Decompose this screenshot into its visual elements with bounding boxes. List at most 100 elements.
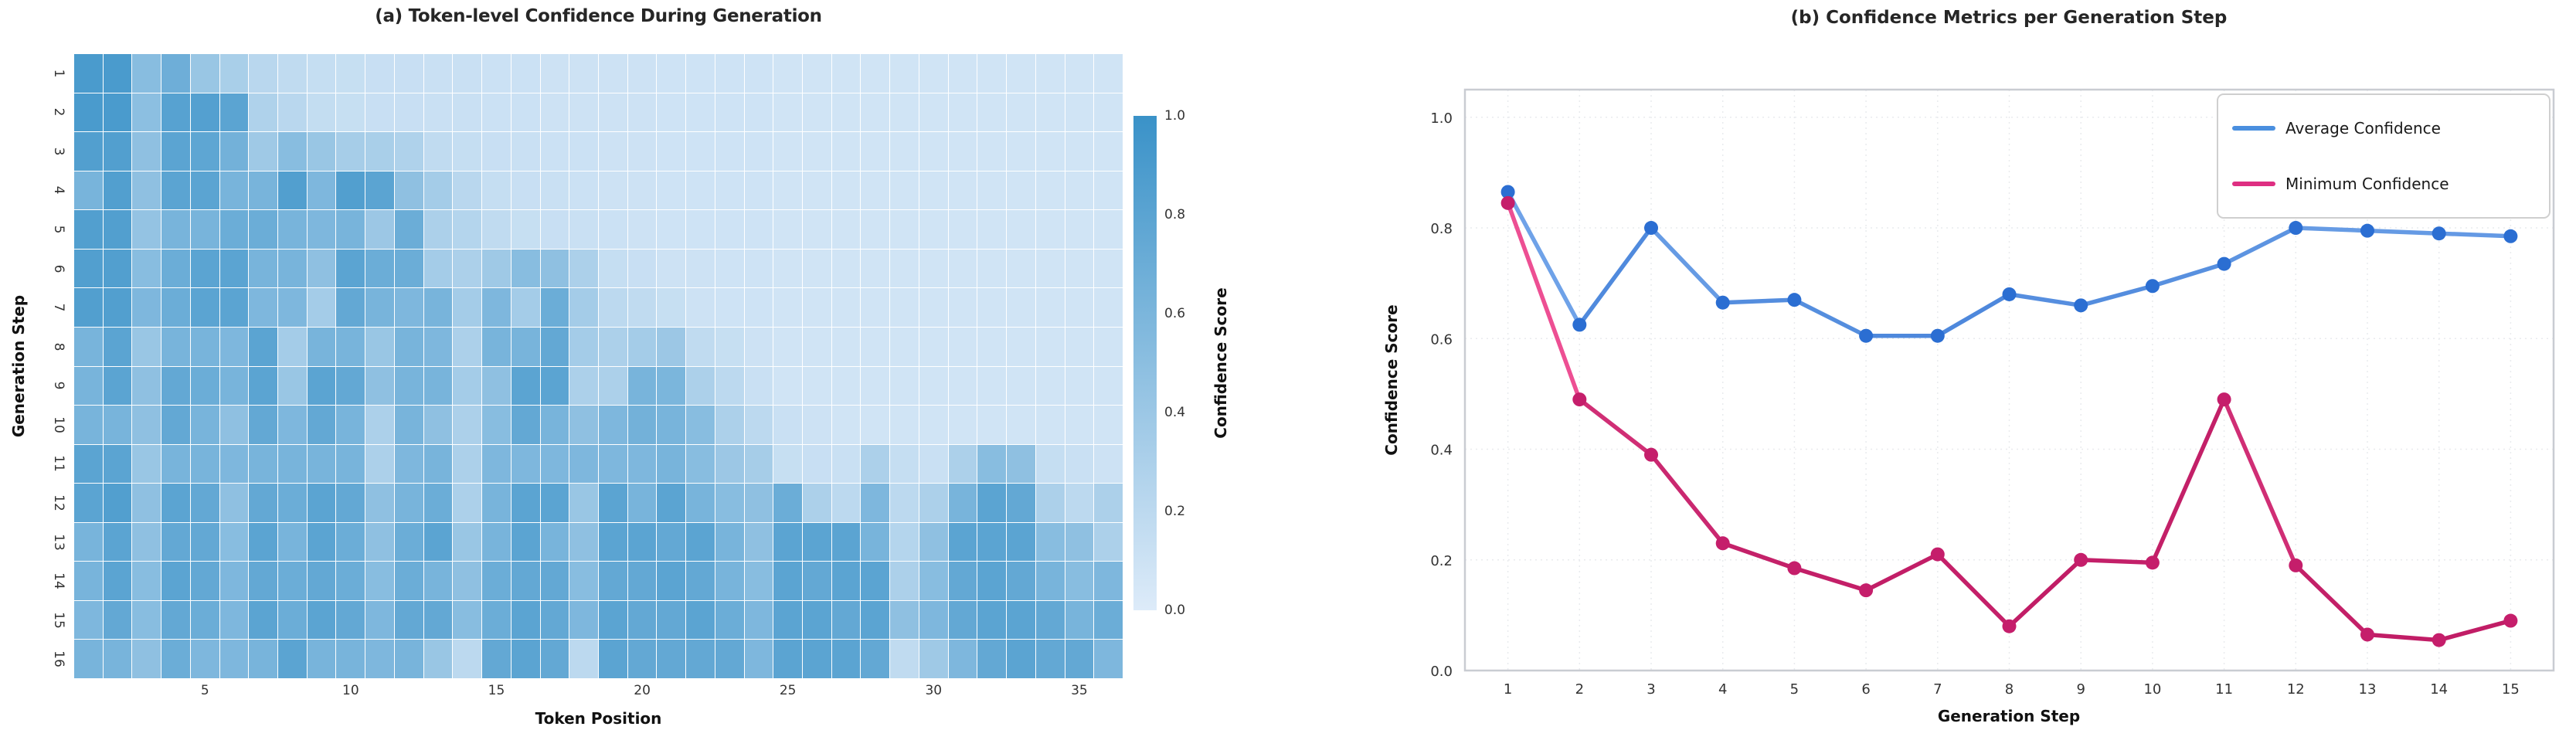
line-segment-average [2365, 228, 2442, 236]
heatmap-cell [919, 366, 948, 406]
heatmap-cell [569, 288, 598, 327]
heatmap-cell [715, 522, 744, 562]
heatmap-cell [803, 249, 831, 288]
heatmap-cell [861, 522, 890, 562]
heatmap-cell [190, 444, 219, 484]
data-point-average [2289, 221, 2303, 236]
heatmap-cell [977, 562, 1007, 600]
linechart-y-tick-label: 0.4 [1430, 443, 1453, 459]
heatmap-cell [1035, 210, 1065, 249]
heatmap-cell [948, 54, 977, 93]
heatmap-cell [1007, 132, 1035, 171]
heatmap-cell [977, 366, 1007, 406]
heatmap-cell [132, 249, 161, 288]
heatmap-cell [132, 54, 161, 93]
heatmap-cell [569, 522, 598, 562]
heatmap-cell [861, 210, 890, 249]
heatmap-cell [190, 406, 219, 444]
heatmap-cell [773, 249, 803, 288]
heatmap-cell [161, 444, 190, 484]
heatmap-cell [686, 406, 715, 444]
linechart-x-tick-label: 5 [1790, 681, 1799, 698]
heatmap-cell [278, 600, 307, 640]
heatmap-cell [773, 522, 803, 562]
heatmap-cell [278, 522, 307, 562]
heatmap-cell [249, 406, 278, 444]
heatmap-cell [365, 522, 394, 562]
heatmap-cell [569, 93, 598, 132]
heatmap-cell [831, 522, 861, 562]
heatmap-cell [249, 249, 278, 288]
heatmap-cell [511, 522, 540, 562]
heatmap-cell [1065, 484, 1094, 522]
heatmap-cell [948, 327, 977, 366]
colorbar-tick-label: 0.6 [1164, 306, 1186, 321]
heatmap-cell [948, 562, 977, 600]
line-segment-minimum [2436, 618, 2513, 643]
linechart-x-tick-label: 3 [1647, 681, 1655, 698]
heatmap-cell [919, 210, 948, 249]
heatmap-cell [511, 210, 540, 249]
heatmap-cell [249, 93, 278, 132]
heatmap-cell [1065, 600, 1094, 640]
heatmap-cell [803, 327, 831, 366]
heatmap-y-tick-label: 14 [51, 572, 66, 589]
heatmap-cell [627, 640, 657, 678]
heatmap-x-tick-label: 30 [925, 683, 943, 698]
heatmap-cell [890, 54, 919, 93]
line-segment-average [2078, 284, 2155, 308]
heatmap-cell [1007, 366, 1035, 406]
legend-label-average: Average Confidence [2285, 119, 2441, 138]
heatmap-cell [219, 288, 249, 327]
heatmap-cell [831, 640, 861, 678]
heatmap-cell [453, 366, 482, 406]
heatmap-cell [627, 522, 657, 562]
line-segment-average [2007, 292, 2083, 308]
heatmap-cell [861, 444, 890, 484]
heatmap-cell [249, 210, 278, 249]
heatmap-cell [278, 327, 307, 366]
heatmap-cell [278, 640, 307, 678]
heatmap-cell [569, 406, 598, 444]
heatmap-cell [1035, 54, 1065, 93]
heatmap-y-tick-label: 5 [51, 225, 66, 234]
heatmap-cell [919, 132, 948, 171]
heatmap-cell [219, 522, 249, 562]
heatmap-cell [511, 406, 540, 444]
linechart-x-tick-label: 9 [2076, 681, 2085, 698]
heatmap-cell [278, 54, 307, 93]
heatmap-cell [453, 406, 482, 444]
heatmap-cell [1007, 249, 1035, 288]
line-segment-average [1577, 226, 1653, 328]
heatmap-cell [948, 444, 977, 484]
heatmap-cell [1094, 249, 1123, 288]
heatmap-cell [278, 93, 307, 132]
heatmap-cell [861, 54, 890, 93]
heatmap-cell [1007, 640, 1035, 678]
heatmap-cell [482, 288, 511, 327]
heatmap-cell [249, 54, 278, 93]
linechart-x-tick-label: 8 [2005, 681, 2014, 698]
heatmap-cell [598, 522, 627, 562]
heatmap-cell [569, 484, 598, 522]
heatmap-cell [511, 600, 540, 640]
heatmap-cell [831, 210, 861, 249]
heatmap-cell [1035, 522, 1065, 562]
heatmap-cell [657, 366, 686, 406]
linechart-x-tick-label: 6 [1861, 681, 1870, 698]
heatmap-cell [132, 171, 161, 210]
heatmap-cell [190, 327, 219, 366]
heatmap-cell [365, 171, 394, 210]
data-point-minimum [1715, 536, 1730, 551]
heatmap-cell [831, 132, 861, 171]
heatmap-cell [686, 366, 715, 406]
heatmap-cell [773, 444, 803, 484]
heatmap-cell [773, 171, 803, 210]
heatmap-cell [365, 249, 394, 288]
heatmap-cell [1007, 484, 1035, 522]
heatmap-cell [773, 93, 803, 132]
heatmap-cell [831, 93, 861, 132]
heatmap-cell [365, 327, 394, 366]
heatmap-cell [511, 327, 540, 366]
data-point-minimum [1644, 447, 1659, 462]
